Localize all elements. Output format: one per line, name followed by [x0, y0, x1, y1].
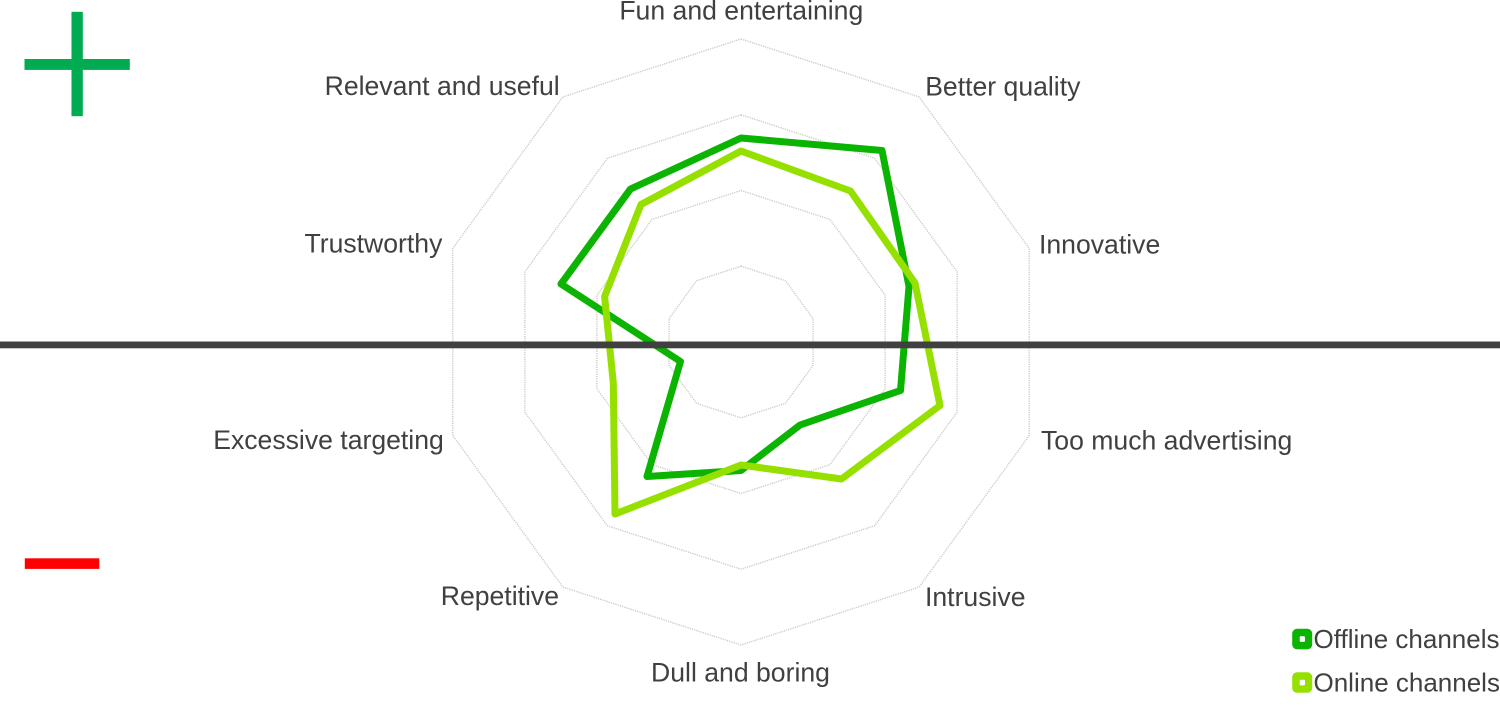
svg-text:Trustworthy: Trustworthy: [304, 229, 443, 259]
svg-text:Fun and entertaining: Fun and entertaining: [619, 0, 863, 26]
svg-text:Relevant and useful: Relevant and useful: [325, 71, 560, 101]
svg-text:Dull and boring: Dull and boring: [651, 657, 830, 687]
svg-text:Too much advertising: Too much advertising: [1041, 425, 1292, 455]
svg-text:Innovative: Innovative: [1039, 229, 1160, 259]
svg-text:Online channels: Online channels: [1314, 668, 1500, 698]
svg-text:Better quality: Better quality: [925, 72, 1081, 102]
svg-text:Intrusive: Intrusive: [925, 582, 1026, 612]
svg-text:Excessive targeting: Excessive targeting: [213, 425, 444, 455]
svg-text:Repetitive: Repetitive: [441, 581, 559, 611]
svg-text:Offline channels: Offline channels: [1314, 624, 1500, 654]
